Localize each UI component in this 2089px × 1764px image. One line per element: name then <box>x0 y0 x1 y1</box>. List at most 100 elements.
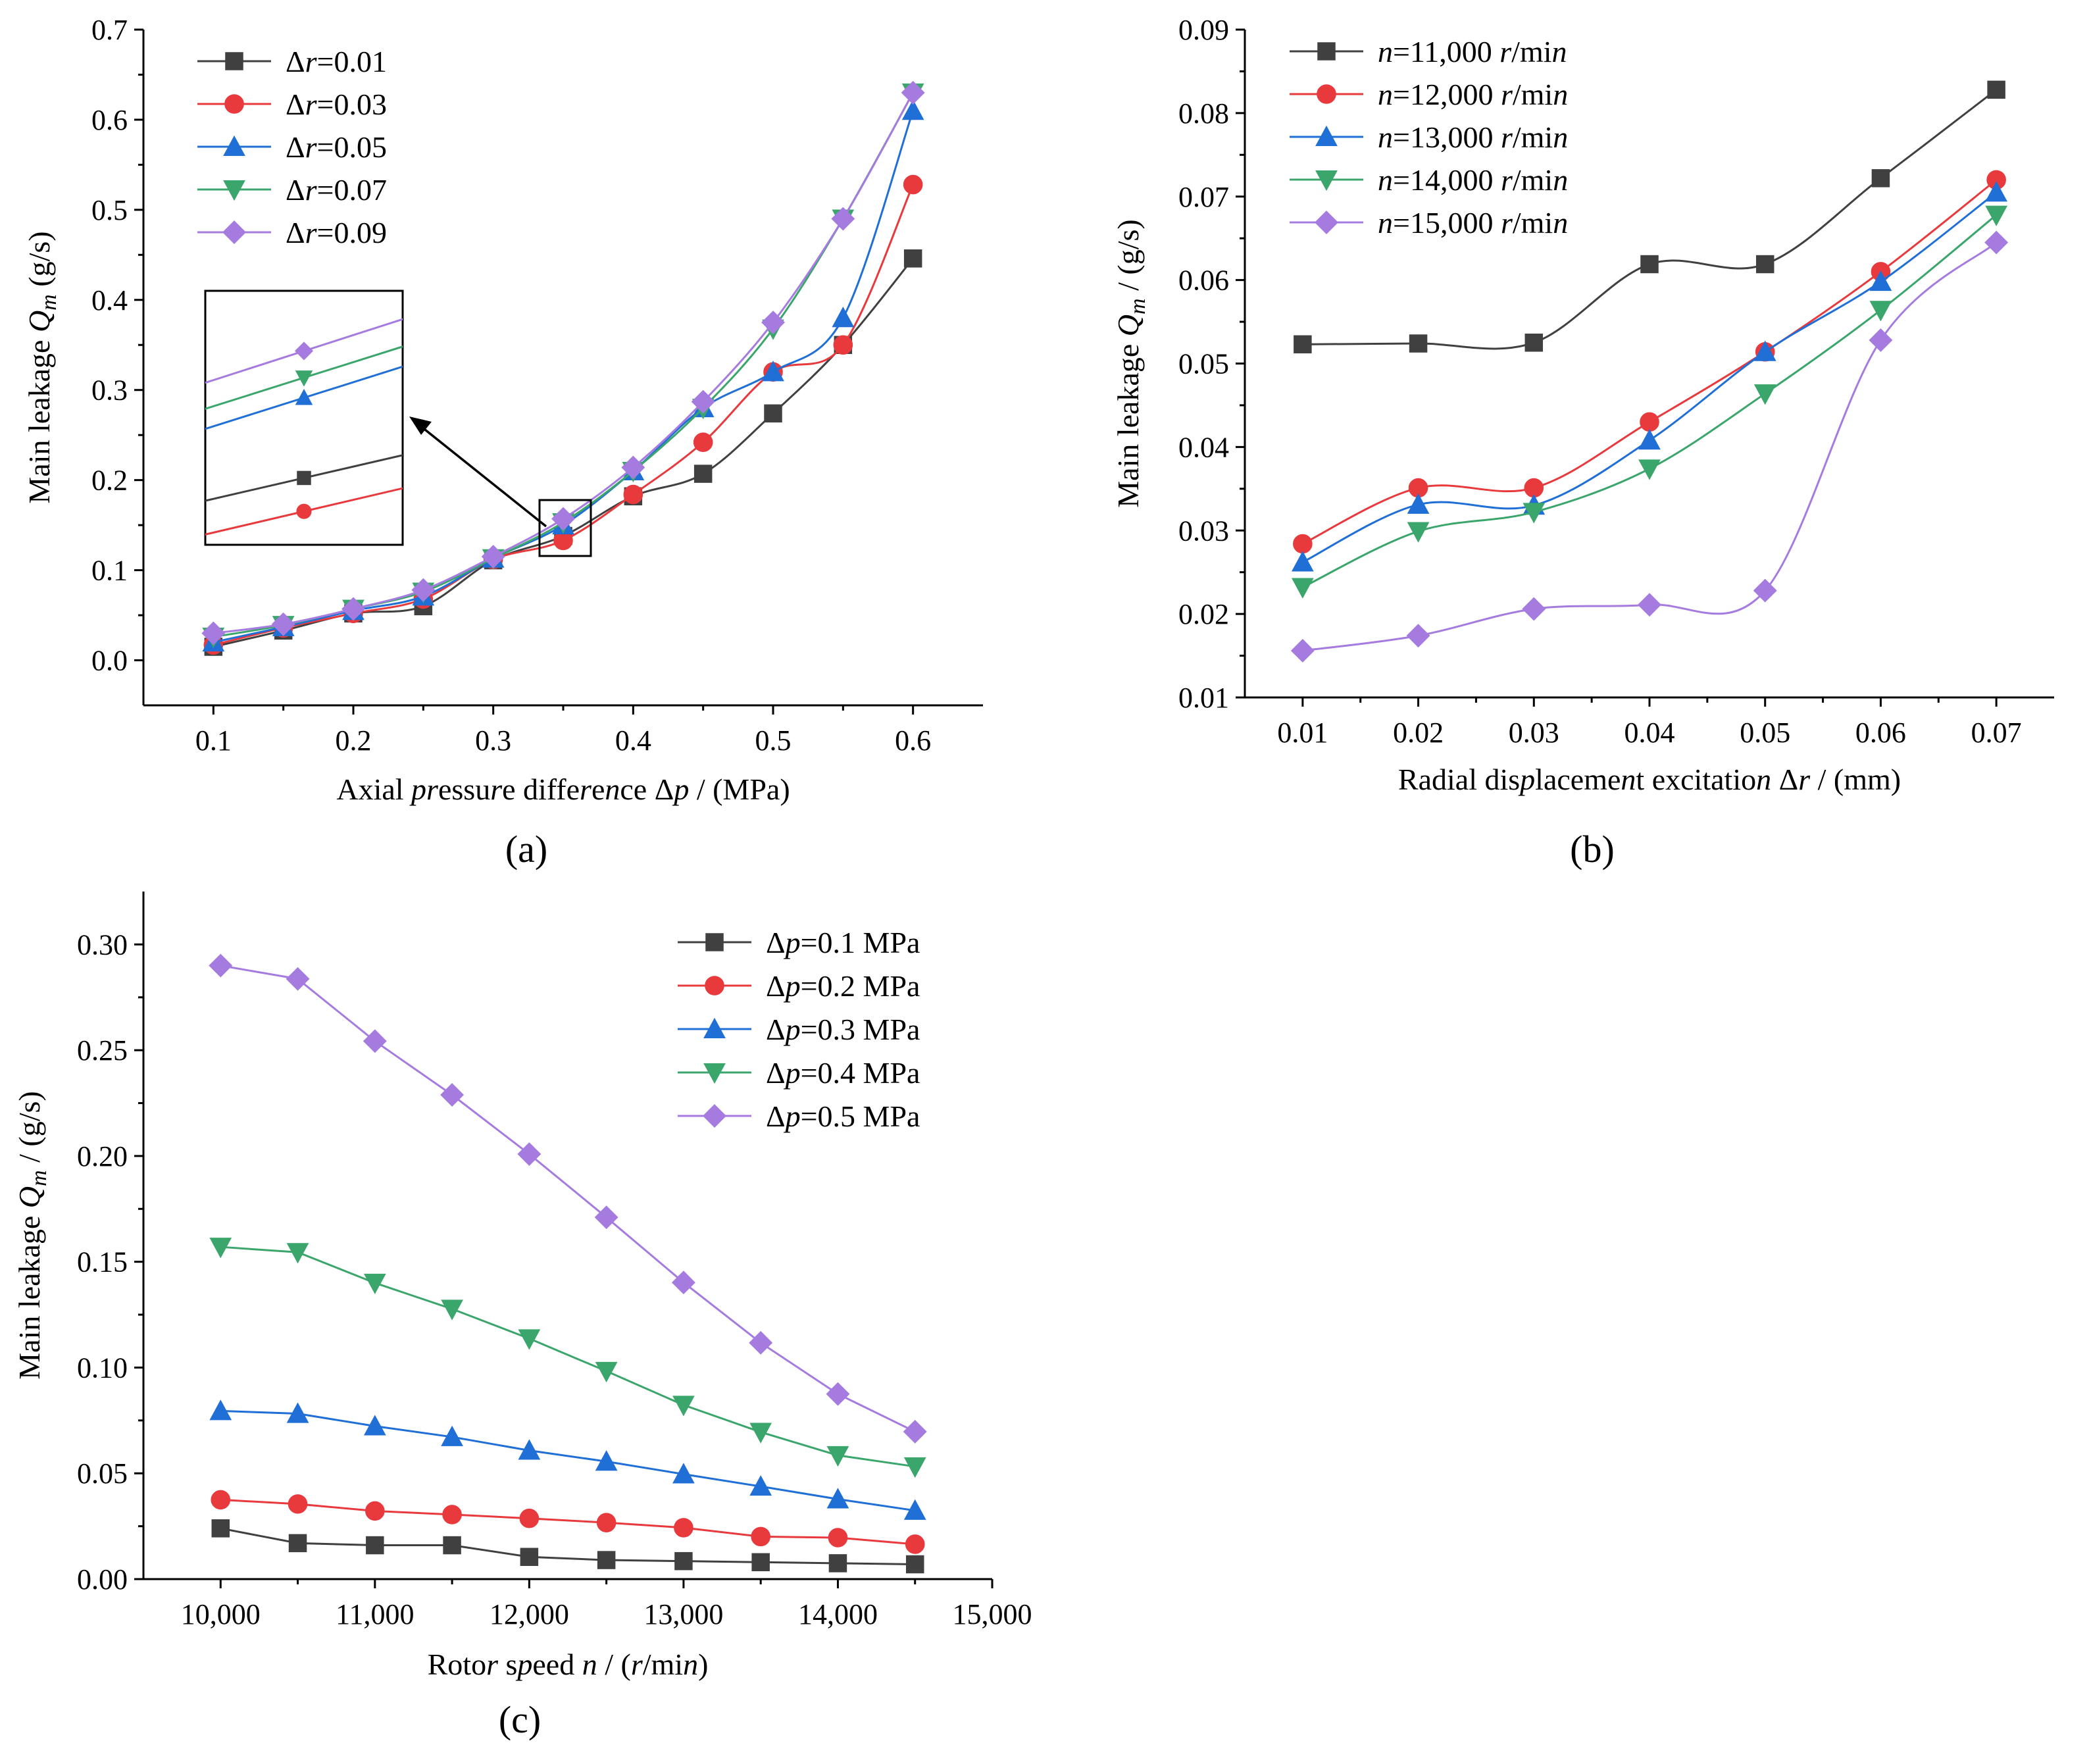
data-point <box>833 335 853 355</box>
legend-marker <box>1315 170 1338 191</box>
data-point <box>209 953 233 978</box>
data-point <box>551 507 575 531</box>
y-tick-label: 0.2 <box>91 465 128 497</box>
y-tick-label: 0.1 <box>91 555 128 587</box>
legend-label: Δp=0.2 MPa <box>766 969 920 1003</box>
y-tick-label: 0.08 <box>1178 97 1229 130</box>
x-axis-title: Axial pressure difference Δp / (MPa) <box>336 772 790 806</box>
x-tick-label: 0.06 <box>1855 717 1906 749</box>
data-point <box>903 1457 926 1478</box>
data-point <box>828 1528 848 1548</box>
series-4 <box>1290 230 2009 663</box>
y-tick-label: 0.0 <box>91 645 128 677</box>
legend-marker <box>703 1017 726 1039</box>
data-point <box>826 1488 849 1509</box>
series-line <box>220 1409 915 1512</box>
data-point <box>1638 429 1661 450</box>
x-tick-label: 0.1 <box>195 724 232 757</box>
legend-marker <box>225 52 243 70</box>
data-point <box>288 1494 308 1514</box>
data-point <box>366 1536 384 1555</box>
legend-label: n=12,000 r/min <box>1378 78 1568 111</box>
legend-label: Δr=0.07 <box>286 173 387 207</box>
y-tick-label: 0.4 <box>91 284 128 316</box>
data-point <box>761 311 785 334</box>
x-tick-label: 12,000 <box>490 1598 569 1630</box>
x-tick-label: 0.3 <box>475 724 511 757</box>
y-tick-label: 0.25 <box>77 1034 128 1067</box>
y-tick-label: 0.03 <box>1178 515 1229 547</box>
data-point <box>211 1519 230 1538</box>
data-point <box>621 455 645 480</box>
legend-label: Δp=0.1 MPa <box>766 926 920 959</box>
legend-label: Δp=0.3 MPa <box>766 1013 920 1046</box>
x-tick-label: 0.2 <box>336 724 372 757</box>
legend-marker <box>705 976 724 995</box>
data-point <box>441 1425 463 1446</box>
inset-data-point <box>296 503 312 519</box>
data-point <box>903 174 923 195</box>
data-point <box>1638 459 1661 480</box>
y-tick-label: 0.10 <box>77 1351 128 1384</box>
legend-label: Δr=0.01 <box>286 45 387 78</box>
data-point <box>517 1142 541 1166</box>
data-point <box>520 1548 539 1566</box>
legend-label: n=14,000 r/min <box>1378 163 1568 197</box>
y-tick-label: 0.3 <box>91 374 128 407</box>
data-point <box>901 99 924 120</box>
data-point <box>903 249 922 268</box>
legend-label: Δr=0.09 <box>286 216 387 249</box>
series-0 <box>211 1519 924 1574</box>
inset-data-point <box>295 370 313 387</box>
y-tick-label: 0.00 <box>77 1563 128 1596</box>
series-0 <box>1294 80 2005 354</box>
legend-marker <box>1315 211 1338 234</box>
legend-marker <box>703 1104 726 1128</box>
y-tick-label: 0.09 <box>1178 14 1229 46</box>
data-point <box>1291 551 1314 572</box>
y-tick-label: 0.7 <box>91 14 128 46</box>
data-point <box>903 1499 926 1520</box>
legend-marker <box>705 933 724 951</box>
legend-label: Δr=0.03 <box>286 88 387 121</box>
inset-plot <box>204 290 404 546</box>
y-tick-label: 0.01 <box>1178 682 1229 714</box>
y-tick-label: 0.07 <box>1178 181 1229 213</box>
y-axis-title: Main leakage Qm (g/s) <box>22 231 61 503</box>
chart-b: 0.01 0.02 0.03 0.04 0.05 0.06 0.07 0.01 0.02 0.03… <box>1111 14 2054 870</box>
data-point <box>1523 503 1546 524</box>
legend-marker <box>222 220 246 244</box>
y-tick-label: 0.30 <box>77 928 128 961</box>
x-tick-label: 0.5 <box>755 724 792 757</box>
data-point <box>595 1450 618 1471</box>
data-point <box>1753 578 1777 603</box>
zoom-arrow-head <box>409 416 432 435</box>
data-point <box>671 1271 695 1295</box>
legend-marker <box>223 180 245 201</box>
data-point <box>1293 534 1313 554</box>
chart-a: 0.1 0.2 0.3 0.4 0.5 0.6 0.0 0.1 0.2 0.3 0.4 0.5 0.6 0… <box>22 14 983 870</box>
data-point <box>905 1534 925 1554</box>
data-point <box>442 1505 462 1525</box>
data-point <box>749 1474 772 1496</box>
data-point <box>443 1536 461 1555</box>
data-point <box>1640 412 1659 432</box>
legend-marker <box>223 135 245 157</box>
data-point <box>1406 624 1430 648</box>
data-point <box>826 1382 850 1406</box>
data-point <box>411 578 436 602</box>
data-point <box>674 1518 693 1538</box>
panel-label: (a) <box>505 828 547 870</box>
data-point <box>828 1554 847 1573</box>
zoom-box <box>538 499 592 557</box>
legend-label: n=13,000 r/min <box>1378 120 1568 154</box>
data-point <box>596 1513 617 1532</box>
data-point <box>1291 578 1314 599</box>
series-4 <box>209 953 927 1444</box>
data-point <box>341 597 365 621</box>
x-axis-title: Rotor speed n / (r/min) <box>428 1648 709 1681</box>
series-3 <box>209 1238 926 1478</box>
data-point <box>832 307 855 328</box>
legend-label: Δp=0.4 MPa <box>766 1056 920 1090</box>
